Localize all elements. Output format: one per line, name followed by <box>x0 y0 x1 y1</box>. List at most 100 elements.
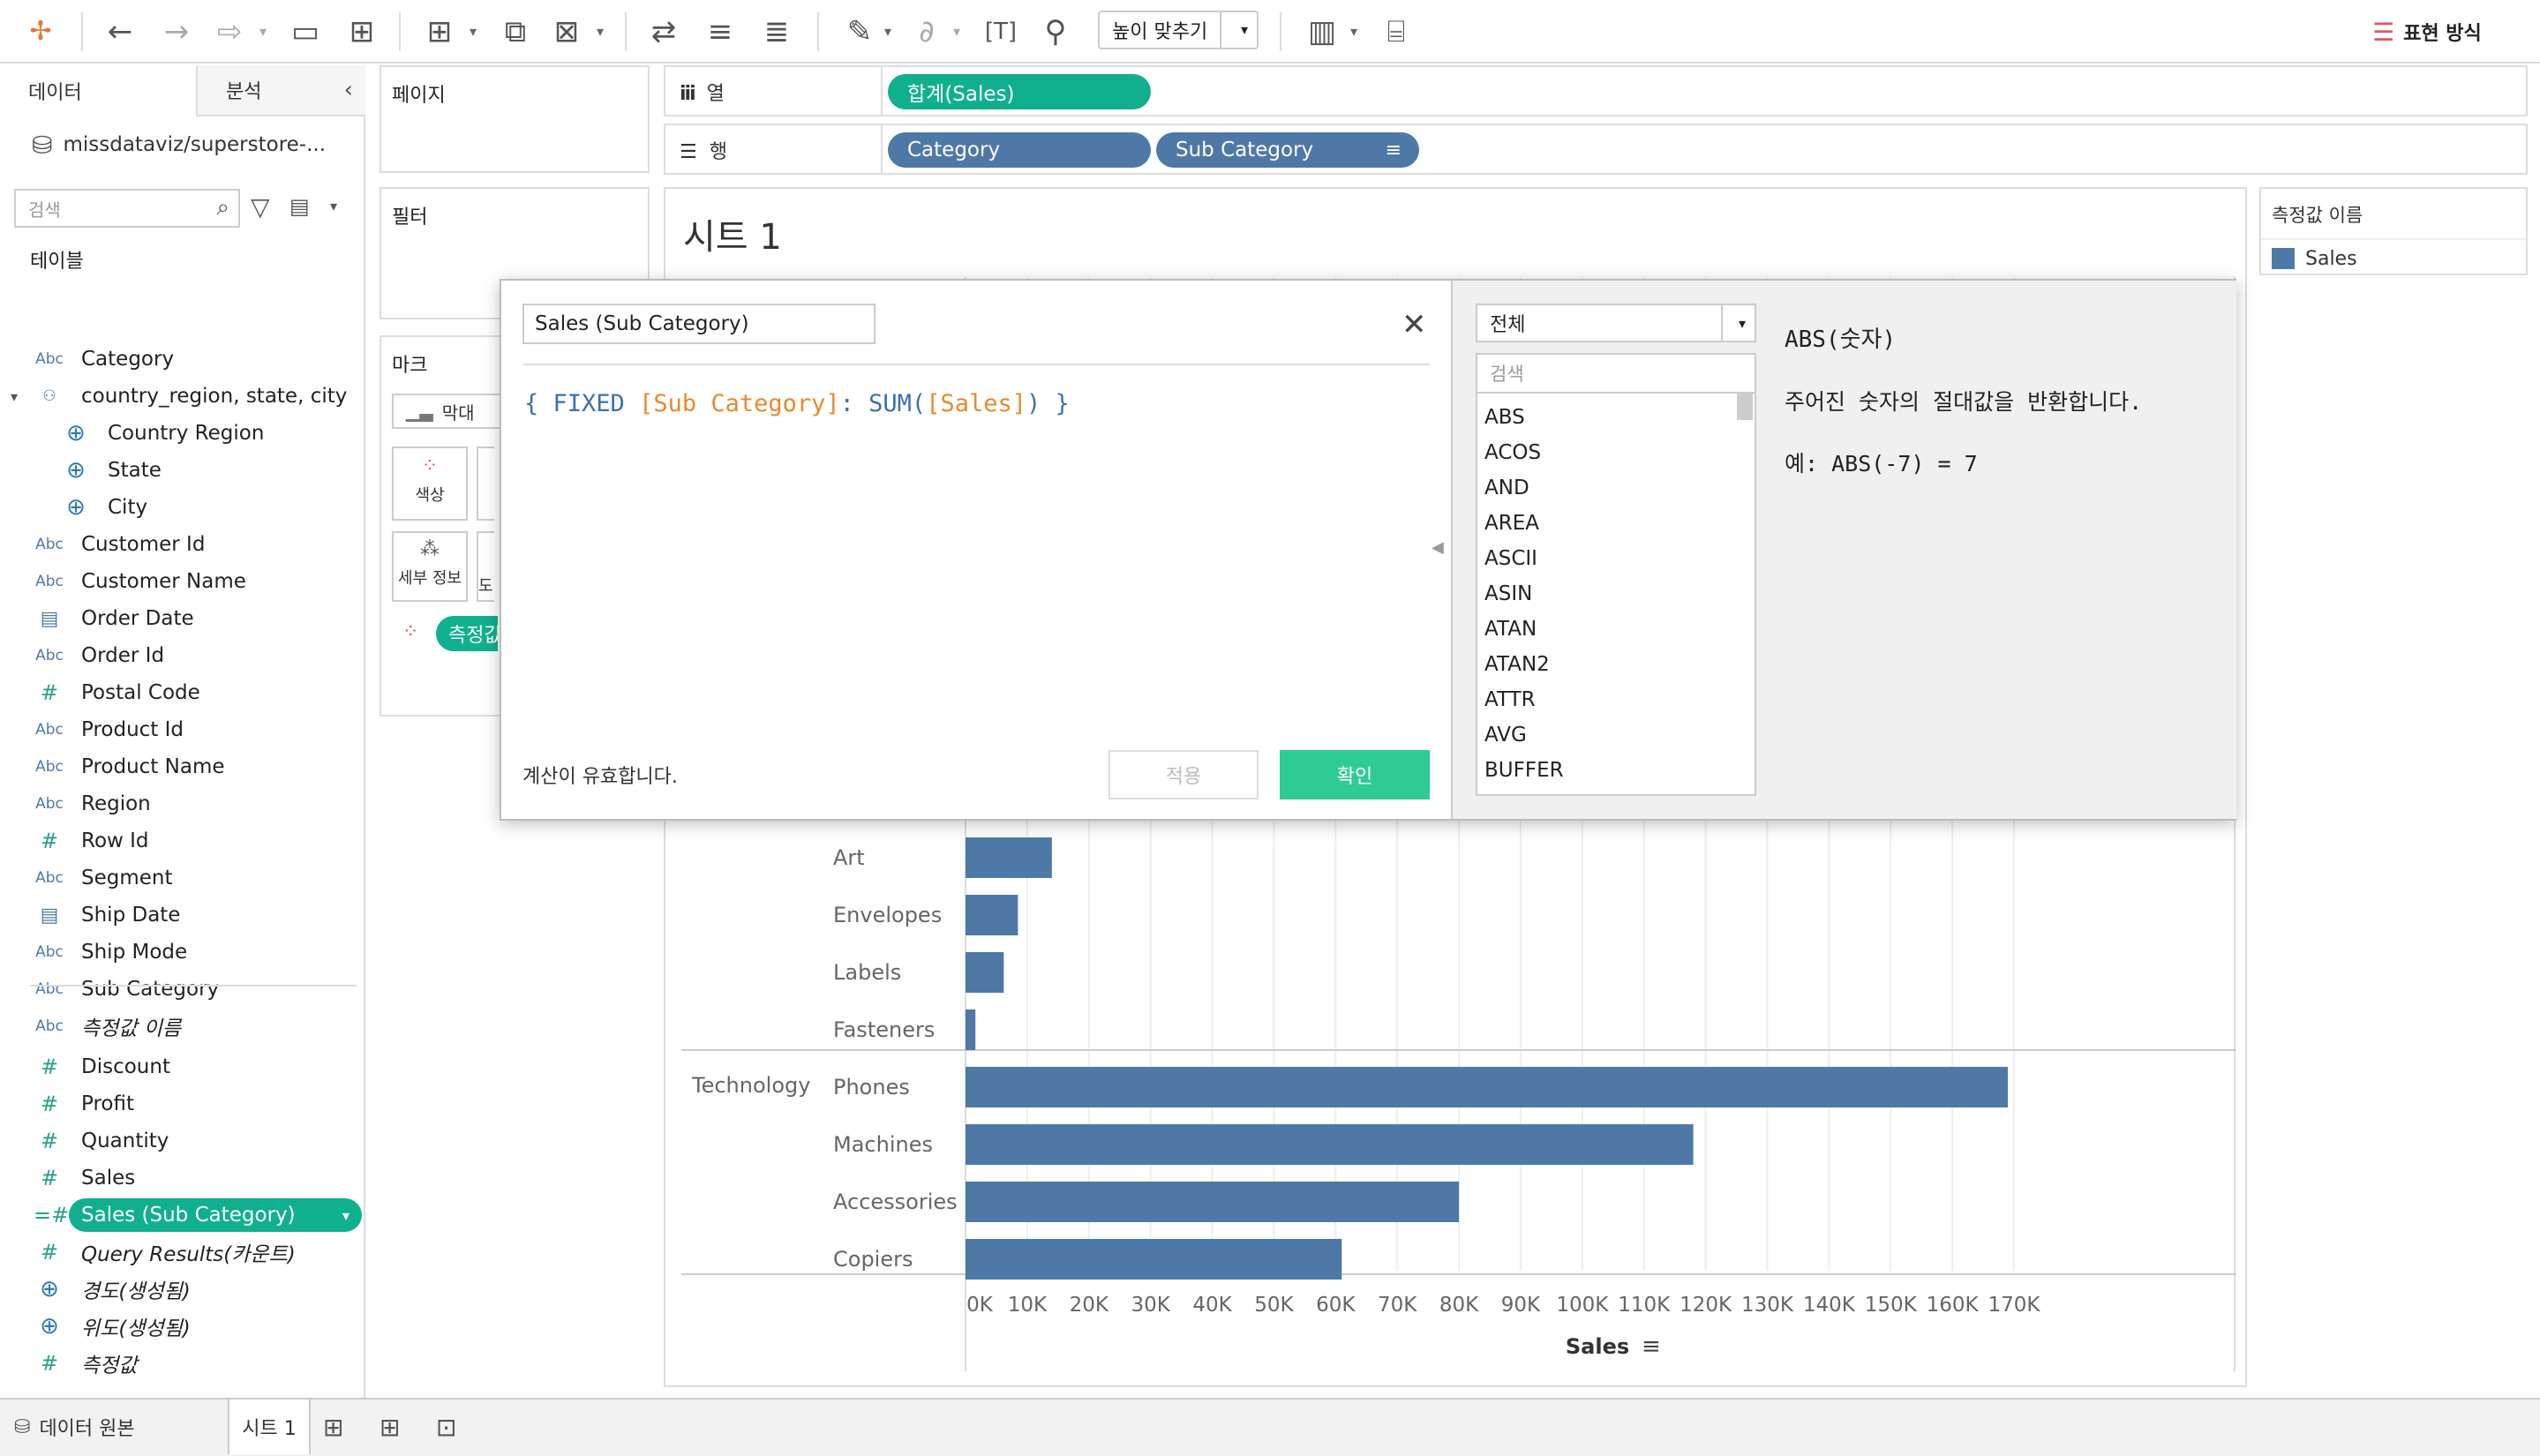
new-story-tab-icon[interactable]: ⊡ <box>436 1412 457 1442</box>
rows-pill-category[interactable]: Category <box>888 132 1151 168</box>
new-dashboard-tab-icon[interactable]: ⊞ <box>379 1412 401 1442</box>
view-caret-icon[interactable]: ▾ <box>330 198 338 214</box>
new-worksheet-icon[interactable]: ⊞ <box>426 14 453 49</box>
field-item[interactable]: Abc Category <box>0 341 365 378</box>
chart-caret-icon[interactable]: ▾ <box>1350 23 1358 40</box>
field-item[interactable]: # 측정값 <box>0 1345 365 1382</box>
field-item[interactable]: # Sales <box>0 1160 365 1197</box>
columns-pill-sum-sales[interactable]: 합계(Sales) <box>888 74 1151 109</box>
field-item[interactable]: Abc Customer Id <box>0 526 365 563</box>
tooltip-button-partial[interactable]: 도 <box>477 531 494 602</box>
function-item[interactable]: ABS <box>1484 406 1525 429</box>
field-item-selected[interactable]: =# Sales (Sub Category) ▾ <box>0 1197 365 1234</box>
field-item[interactable]: Abc Segment <box>0 859 365 897</box>
pages-card[interactable]: 페이지 <box>379 65 650 173</box>
close-icon[interactable]: ✕ <box>1402 307 1427 342</box>
new-worksheet-tab-icon[interactable]: ⊞ <box>323 1412 344 1442</box>
filter-icon[interactable]: ▽ <box>251 192 270 221</box>
color-button[interactable]: ⁘ 색상 <box>392 447 468 521</box>
field-item[interactable]: Abc Region <box>0 785 365 822</box>
new-datasource-icon[interactable]: ⊞ <box>349 14 375 49</box>
field-item[interactable]: ▾ ⚇ country_region, state, city <box>0 378 365 415</box>
paperclip-caret-icon[interactable]: ▾ <box>953 23 961 40</box>
function-item[interactable]: ATAN <box>1484 618 1537 641</box>
datasource-item[interactable]: ⛁ missdataviz/superstore-... <box>32 125 326 164</box>
function-category-select[interactable]: 전체 ▾ <box>1476 304 1756 342</box>
function-item[interactable]: AREA <box>1484 512 1539 535</box>
paperclip-icon[interactable]: ∂ <box>919 14 935 49</box>
tab-data[interactable]: 데이터 <box>0 65 196 116</box>
field-item[interactable]: ⊕ 경도(생성됨) <box>0 1271 365 1308</box>
function-list-scrollbar[interactable] <box>1737 394 1753 420</box>
field-item[interactable]: ⊕ Country Region <box>0 415 365 452</box>
function-item[interactable]: AND <box>1484 477 1529 499</box>
expand-icon[interactable]: ▾ <box>11 387 19 405</box>
swap-icon[interactable]: ⇄ <box>650 14 677 49</box>
sheet-tab-1[interactable]: 시트 1 <box>228 1400 311 1454</box>
size-button-partial[interactable] <box>477 447 494 521</box>
field-item[interactable]: # Query Results(카운트) <box>0 1234 365 1271</box>
field-item[interactable]: ⊕ City <box>0 489 365 526</box>
pin-icon[interactable]: ⚲ <box>1044 14 1067 49</box>
detail-button[interactable]: ⁂ 세부 정보 <box>392 531 468 602</box>
function-item[interactable]: ASIN <box>1484 582 1533 605</box>
highlight-caret-icon[interactable]: ▾ <box>884 23 892 40</box>
field-item[interactable]: # Profit <box>0 1085 365 1122</box>
function-item[interactable]: AVG <box>1484 724 1527 747</box>
mark-type-select[interactable]: ▁▃ 막대 <box>392 394 568 429</box>
datasource-tab[interactable]: ⛁ 데이터 원본 <box>0 1400 226 1454</box>
field-item[interactable]: ▤ Order Date <box>0 600 365 637</box>
function-item[interactable]: BUFFER <box>1484 759 1564 782</box>
save-icon[interactable]: ▭ <box>290 14 320 49</box>
field-item[interactable]: Abc Sub Category <box>0 971 365 1008</box>
new-worksheet-caret-icon[interactable]: ▾ <box>470 23 477 40</box>
presentation-icon[interactable]: ⌸ <box>1386 14 1406 49</box>
undo-icon[interactable]: ← <box>107 14 133 49</box>
field-item[interactable]: ⊕ State <box>0 452 365 489</box>
redo-icon[interactable]: → <box>163 14 190 49</box>
function-item[interactable]: ACOS <box>1484 441 1542 464</box>
field-item[interactable]: # Discount <box>0 1048 365 1085</box>
text-icon[interactable]: [T] <box>984 19 1018 45</box>
calc-name-input[interactable]: Sales (Sub Category) <box>522 304 875 344</box>
apply-button[interactable]: 적용 <box>1108 750 1259 799</box>
chart-icon[interactable]: ▥ <box>1307 14 1337 49</box>
ok-button[interactable]: 확인 <box>1280 750 1430 799</box>
legend-item-sales[interactable]: Sales <box>2272 245 2357 272</box>
field-item[interactable]: # Quantity <box>0 1122 365 1160</box>
rows-pill-sub-category[interactable]: Sub Category ≡ <box>1156 132 1419 168</box>
field-item[interactable]: Abc 측정값 이름 <box>0 1008 365 1045</box>
clear-caret-icon[interactable]: ▾ <box>597 23 605 40</box>
forward-caret-icon[interactable]: ▾ <box>259 23 267 40</box>
function-item[interactable]: CASE <box>1484 794 1538 796</box>
fit-select[interactable]: 높이 맞추기 ▾ <box>1098 11 1259 49</box>
field-item[interactable]: ▤ Ship Date <box>0 897 365 934</box>
field-item[interactable]: Abc Product Id <box>0 711 365 748</box>
selected-field-pill[interactable]: Sales (Sub Category) ▾ <box>69 1198 362 1232</box>
chevron-down-icon[interactable]: ▾ <box>342 1206 349 1224</box>
highlight-icon[interactable]: ✎ <box>846 14 873 49</box>
field-item[interactable]: Abc Ship Mode <box>0 934 365 971</box>
collapse-panel-icon[interactable]: ◀ <box>1432 538 1444 557</box>
tab-analysis[interactable]: 분석 ‹ <box>196 65 365 116</box>
field-item[interactable]: Abc Customer Name <box>0 563 365 600</box>
view-list-icon[interactable]: ▤ <box>289 194 310 219</box>
tableau-logo-icon[interactable]: ✢ <box>29 16 52 47</box>
clear-icon[interactable]: ⊠ <box>553 14 580 49</box>
collapse-icon[interactable]: ‹ <box>343 77 353 103</box>
field-item[interactable]: Abc Order Id <box>0 637 365 674</box>
field-search-input[interactable]: 검색 ⌕ <box>14 189 240 228</box>
forward-icon[interactable]: ⇨ <box>216 14 243 49</box>
field-item[interactable]: # Row Id <box>0 822 365 859</box>
function-item[interactable]: ATAN2 <box>1484 653 1550 676</box>
function-item[interactable]: ATTR <box>1484 688 1536 711</box>
show-me-button[interactable]: ☰ 표현 방식 <box>2372 14 2482 49</box>
formula-editor[interactable]: { FIXED [Sub Category]: SUM([Sales]) } <box>524 390 1070 417</box>
field-item[interactable]: Abc Product Name <box>0 748 365 785</box>
function-search-input[interactable]: 검색 <box>1476 353 1756 394</box>
sort-asc-icon[interactable]: ≡ <box>707 14 733 49</box>
field-item[interactable]: # Postal Code <box>0 674 365 711</box>
function-item[interactable]: ASCII <box>1484 547 1537 570</box>
measure-names-pill[interactable]: 측정값 <box>436 616 498 651</box>
duplicate-icon[interactable]: ⧉ <box>504 14 527 49</box>
